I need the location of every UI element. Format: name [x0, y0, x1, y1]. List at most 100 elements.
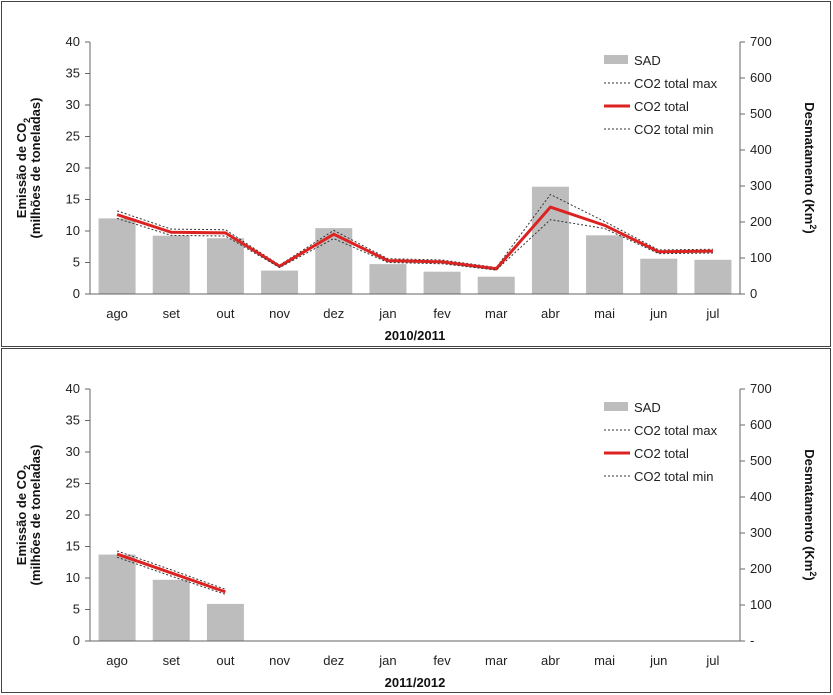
right-tick-label: 200: [750, 214, 772, 229]
right-axis-title: Desmatamento (Km2): [802, 449, 818, 580]
x-tick-label-out: out: [216, 653, 234, 668]
x-tick-label-nov: nov: [269, 653, 290, 668]
left-tick-label: 30: [66, 444, 80, 459]
x-tick-label-mai: mai: [594, 653, 615, 668]
right-tick-label: 300: [750, 525, 772, 540]
left-axis-title-text: Emissão de CO: [14, 123, 29, 218]
legend-label: CO2 total min: [634, 122, 713, 137]
left-tick-label: 40: [66, 34, 80, 49]
bar-sad-out: [206, 603, 244, 641]
right-tick-label: 100: [750, 597, 772, 612]
left-tick-label: 25: [66, 129, 80, 144]
x-tick-label-jul: jul: [705, 653, 719, 668]
bar-sad-dez: [315, 228, 353, 294]
left-tick-label: 10: [66, 570, 80, 585]
left-tick-label: 20: [66, 507, 80, 522]
chart-2010-2011: 05101520253035400100200300400500600700ag…: [14, 34, 818, 343]
left-tick-label: 10: [66, 223, 80, 238]
x-tick-label-mar: mar: [485, 306, 508, 321]
right-axis-title: Desmatamento (Km2): [802, 102, 818, 233]
left-axis-title-sub: 2: [22, 465, 32, 470]
bar-sad-jul: [694, 259, 732, 294]
right-tick-label: 500: [750, 106, 772, 121]
left-tick-label: 15: [66, 192, 80, 207]
bar-sad-set: [152, 235, 190, 294]
legend-swatch-sad: [604, 402, 628, 411]
left-tick-label: 15: [66, 539, 80, 554]
x-tick-label-nov: nov: [269, 306, 290, 321]
x-tick-label-jan: jan: [378, 306, 396, 321]
right-tick-label: 400: [750, 142, 772, 157]
right-tick-label: 300: [750, 178, 772, 193]
right-tick-label: 200: [750, 561, 772, 576]
bar-sad-jun: [640, 258, 678, 294]
bar-sad-mar: [477, 276, 515, 294]
left-tick-label: 40: [66, 381, 80, 396]
x-tick-label-set: set: [163, 653, 181, 668]
x-tick-label-fev: fev: [433, 306, 451, 321]
right-tick-label: 0: [750, 286, 757, 301]
x-tick-label-dez: dez: [323, 653, 344, 668]
bar-sad-mai: [586, 235, 624, 294]
x-tick-label-mai: mai: [594, 306, 615, 321]
period-label: 2011/2012: [385, 675, 446, 690]
left-axis-title-line1: Emissão de CO2: [14, 465, 32, 565]
right-axis-title-main: Desmatamento (Km: [802, 449, 817, 571]
legend-label: CO2 total max: [634, 423, 718, 438]
left-axis-title-line2: (milhões de toneladas): [28, 98, 43, 239]
right-tick-label: 700: [750, 381, 772, 396]
x-tick-label-abr: abr: [541, 653, 560, 668]
x-tick-label-dez: dez: [323, 306, 344, 321]
x-tick-label-jul: jul: [705, 306, 719, 321]
legend-label: CO2 total: [634, 99, 689, 114]
bar-sad-set: [152, 579, 190, 641]
x-tick-label-ago: ago: [106, 306, 128, 321]
bar-sad-fev: [423, 271, 461, 294]
x-tick-label-ago: ago: [106, 653, 128, 668]
left-axis-title-text: Emissão de CO: [14, 470, 29, 565]
legend-label: CO2 total min: [634, 469, 713, 484]
series-line-co2-total-max: [116, 193, 713, 269]
bar-sad-nov: [261, 270, 299, 294]
series-line-co2-total: [116, 552, 226, 594]
left-axis-title-line1: Emissão de CO2: [14, 118, 32, 218]
chart-2011-2012: 0 5 10 15 20 25 30 35 40 - 100 200 300 400 500 600 700 ag…: [14, 381, 818, 690]
left-tick-label: 35: [66, 413, 80, 428]
left-tick-label: 25: [66, 476, 80, 491]
right-axis-title-text: Desmatamento (Km2): [802, 102, 818, 233]
left-axis-title: Emissão de CO2(milhões de toneladas): [14, 98, 43, 239]
x-tick-label-set: set: [163, 306, 181, 321]
left-tick-label: 0: [73, 286, 80, 301]
series-line-co2-total-min: [116, 217, 713, 271]
right-axis-title-sup: 2: [808, 224, 818, 229]
right-tick-label: 100: [750, 250, 772, 265]
bar-sad-jan: [369, 264, 407, 294]
right-tick-label: 600: [750, 417, 772, 432]
series-line-co2-total: [116, 205, 713, 271]
legend-label: CO2 total max: [634, 76, 718, 91]
series-line-co2-total-max: [116, 550, 226, 590]
legend-label: SAD: [634, 400, 661, 415]
left-tick-label: 5: [73, 602, 80, 617]
right-axis-title-close: ): [802, 229, 817, 233]
right-tick-label: 400: [750, 489, 772, 504]
right-axis-title-main: Desmatamento (Km: [802, 102, 817, 224]
left-tick-label: 5: [73, 255, 80, 270]
left-tick-label: 0: [73, 633, 80, 648]
right-tick-label: -: [750, 633, 754, 648]
legend-label: SAD: [634, 53, 661, 68]
x-tick-label-jun: jun: [649, 306, 667, 321]
right-tick-label: 600: [750, 70, 772, 85]
right-axis-title-text: Desmatamento (Km2): [802, 449, 818, 580]
x-tick-label-mar: mar: [485, 653, 508, 668]
period-label: 2010/2011: [385, 328, 446, 343]
series-line-co2-total-min: [116, 556, 226, 595]
left-tick-label: 20: [66, 160, 80, 175]
right-axis-title-close: ): [802, 576, 817, 580]
x-tick-label-out: out: [216, 306, 234, 321]
right-tick-label: 700: [750, 34, 772, 49]
chart-panel-2011-2012: 0 5 10 15 20 25 30 35 40 - 100 200 300 400 500 600 700 ag…: [1, 348, 831, 693]
x-tick-label-jun: jun: [649, 653, 667, 668]
left-tick-label: 30: [66, 97, 80, 112]
x-tick-label-abr: abr: [541, 306, 560, 321]
